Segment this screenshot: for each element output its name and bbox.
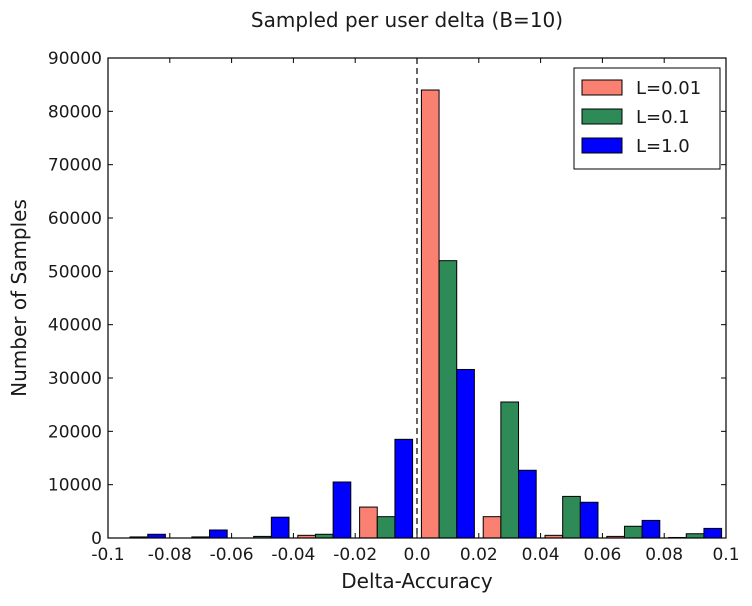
y-tick-label: 50000 [48,262,102,282]
bar [209,529,228,539]
legend-swatch [581,79,623,96]
bar [376,516,396,539]
bar [394,438,414,539]
x-tick-label: -0.1 [91,545,124,565]
x-tick-label: -0.02 [333,545,377,565]
y-tick-label: 40000 [48,316,102,336]
y-tick-label: 0 [91,529,102,549]
x-axis-label: Delta-Accuracy [341,569,493,593]
bar [518,469,537,539]
bar [703,527,723,539]
x-tick-label: -0.04 [271,545,315,565]
bar [332,481,352,539]
legend-swatch [581,137,623,154]
y-tick-label: 60000 [48,209,102,229]
bar [359,506,378,539]
bar [420,89,440,539]
bar [685,533,705,539]
bar [500,401,520,539]
bar [562,495,581,539]
legend-label: L=0.1 [636,107,690,128]
y-tick-label: 70000 [48,156,102,176]
y-tick-label: 30000 [48,369,102,389]
bar [641,519,661,539]
x-tick-label: 0.02 [460,545,498,565]
x-tick-label: 0.1 [712,545,739,565]
bar [438,260,458,539]
bar [482,516,502,539]
x-tick-label: -0.06 [210,545,254,565]
bar [623,525,643,539]
y-tick-label: 80000 [48,102,102,122]
legend-label: L=0.01 [636,78,701,99]
plot-area: -0.1 -0.08 -0.06 -0.04 -0.02 0.0 0.02 0.04 0.06 0… [48,49,740,565]
y-tick-label: 20000 [48,422,102,442]
legend: L=0.01 L=0.1 L=1.0 [573,67,721,170]
legend-swatch [581,108,623,125]
bar [579,501,599,539]
bar [270,516,290,539]
y-axis-label: Number of Samples [7,199,31,397]
y-tick-label: 90000 [48,49,102,69]
x-tick-label: 0.04 [522,545,560,565]
x-tick-label: -0.08 [148,545,192,565]
legend-label: L=1.0 [636,136,690,157]
y-tick-label: 10000 [48,476,102,496]
chart-title: Sampled per user delta (B=10) [251,8,563,32]
bar [456,368,475,539]
x-tick-label: 0.08 [645,545,683,565]
x-tick-label: 0.06 [583,545,621,565]
x-tick-label: 0.0 [403,545,430,565]
